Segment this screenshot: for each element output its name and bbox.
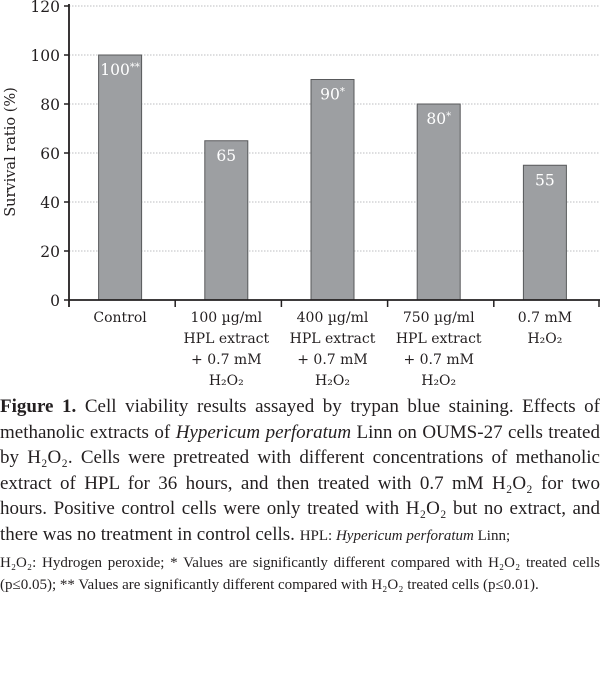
category-label: H₂O₂ <box>421 373 456 389</box>
significance-marker: * <box>340 87 345 98</box>
caption-segment: Figure 1. <box>0 396 77 417</box>
bar-value-label: 55 <box>535 171 555 189</box>
y-tick-label: 60 <box>40 145 60 163</box>
category-label: + 0.7 mM <box>191 352 262 368</box>
significance-marker: ** <box>130 62 140 73</box>
category-label: Control <box>93 310 147 326</box>
bar <box>204 140 249 301</box>
bar-value-label: 100** <box>100 61 140 79</box>
bar <box>98 54 143 301</box>
caption-segment: Linn; <box>473 527 511 544</box>
bar-value: 80 <box>426 110 446 128</box>
bar <box>416 103 461 301</box>
y-tick-label: 0 <box>50 292 60 310</box>
figure-caption: Figure 1. Cell viability results assayed… <box>0 394 600 550</box>
y-axis-label: Survival ratio (%) <box>3 87 19 217</box>
y-tick-label: 80 <box>40 96 60 114</box>
y-tick-label: 40 <box>40 194 60 212</box>
caption-segment: Cell viability results assayed by trypan… <box>0 396 600 443</box>
bar-value: 100 <box>100 61 130 79</box>
category-label: 750 µg/ml <box>403 310 475 326</box>
category-label: 100 µg/ml <box>190 310 262 326</box>
category-label: + 0.7 mM <box>403 352 474 368</box>
caption-segment: Linn on OUMS-27 cells treated by H₂O₂. C… <box>0 421 600 545</box>
bar-value-label: 90* <box>320 86 345 104</box>
y-tick-label: 120 <box>30 0 60 16</box>
bar-value: 55 <box>535 171 555 189</box>
caption-segment: HPL: <box>299 527 336 544</box>
category-label: H₂O₂ <box>527 331 562 347</box>
category-label: HPL extract <box>396 331 482 347</box>
significance-marker: * <box>446 111 451 122</box>
bar-value-label: 80* <box>426 110 451 128</box>
category-label: 400 µg/ml <box>297 310 369 326</box>
category-label: HPL extract <box>183 331 269 347</box>
category-label: HPL extract <box>290 331 376 347</box>
notes-segment: H₂O₂: Hydrogen peroxide; * Values are si… <box>0 554 600 593</box>
category-label: + 0.7 mM <box>297 352 368 368</box>
bar-value-label: 65 <box>216 147 236 165</box>
category-label: 0.7 mM <box>518 310 572 326</box>
bar <box>310 79 355 301</box>
bar <box>522 164 567 301</box>
category-label: H₂O₂ <box>209 373 244 389</box>
y-tick-label: 20 <box>40 243 60 261</box>
category-label: H₂O₂ <box>315 373 350 389</box>
caption-segment: Hypericum perforatum <box>175 421 352 443</box>
y-tick-label: 100 <box>30 47 60 65</box>
bar-value: 65 <box>216 147 236 165</box>
figure-notes: H₂O₂: Hydrogen peroxide; * Values are si… <box>0 552 600 597</box>
bar-value: 90 <box>320 86 340 104</box>
caption-segment: Hypericum perforatum <box>335 527 474 544</box>
